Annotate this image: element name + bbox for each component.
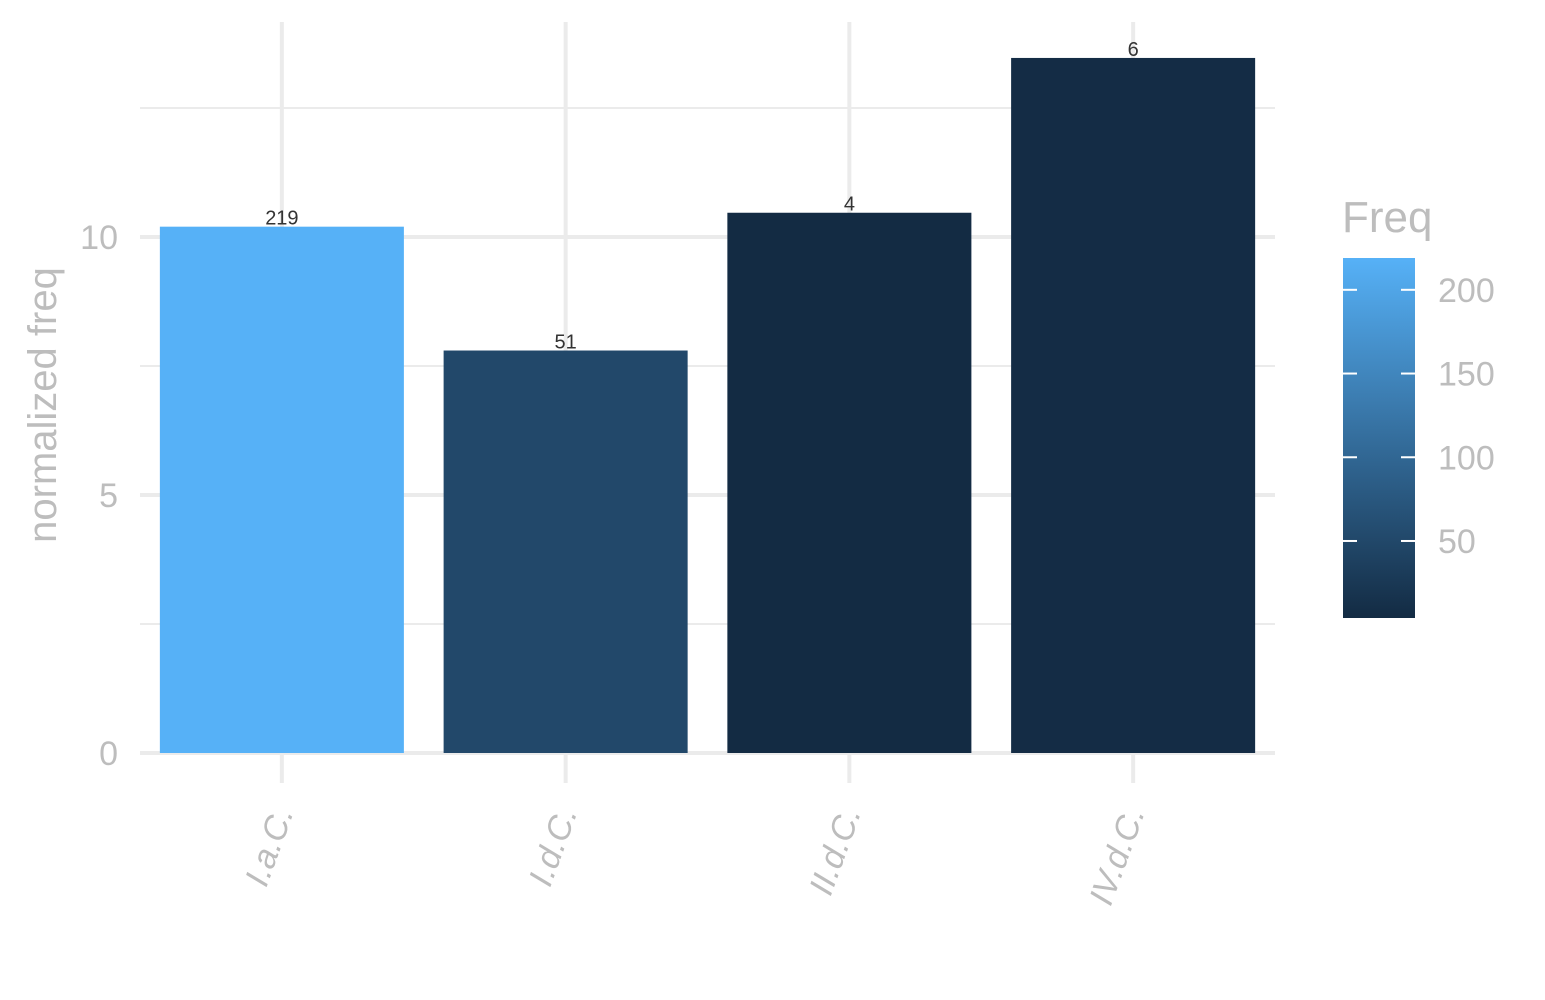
bar [159, 226, 404, 753]
y-tick-label: 10 [80, 219, 118, 257]
legend: Freq 200 150 100 50 [1342, 193, 1495, 618]
legend-colorbar [1343, 258, 1415, 618]
bar [727, 212, 972, 754]
bar-value-label: 4 [844, 194, 855, 216]
legend-break-label: 150 [1438, 356, 1495, 394]
bar [443, 350, 688, 753]
x-tick-label: I.d.C. [522, 802, 585, 891]
y-tick-label: 0 [99, 735, 118, 773]
legend-break-label: 50 [1438, 523, 1476, 561]
bar-value-label: 51 [555, 332, 577, 354]
bars [159, 57, 1256, 754]
legend-title: Freq [1342, 193, 1432, 242]
x-tick-label: IV.d.C. [1082, 802, 1152, 910]
legend-break-label: 200 [1438, 272, 1495, 310]
legend-break-label: 100 [1438, 439, 1495, 477]
bar-value-label: 219 [265, 208, 298, 230]
x-tick-label: I.a.C. [238, 802, 301, 891]
bar [1011, 57, 1256, 753]
data-labels: 219 51 4 6 [265, 39, 1139, 354]
y-axis-title: normalized freq [21, 267, 65, 543]
y-tick-label: 5 [99, 477, 118, 515]
bar-value-label: 6 [1128, 39, 1139, 61]
x-tick-label: II.d.C. [802, 802, 869, 900]
